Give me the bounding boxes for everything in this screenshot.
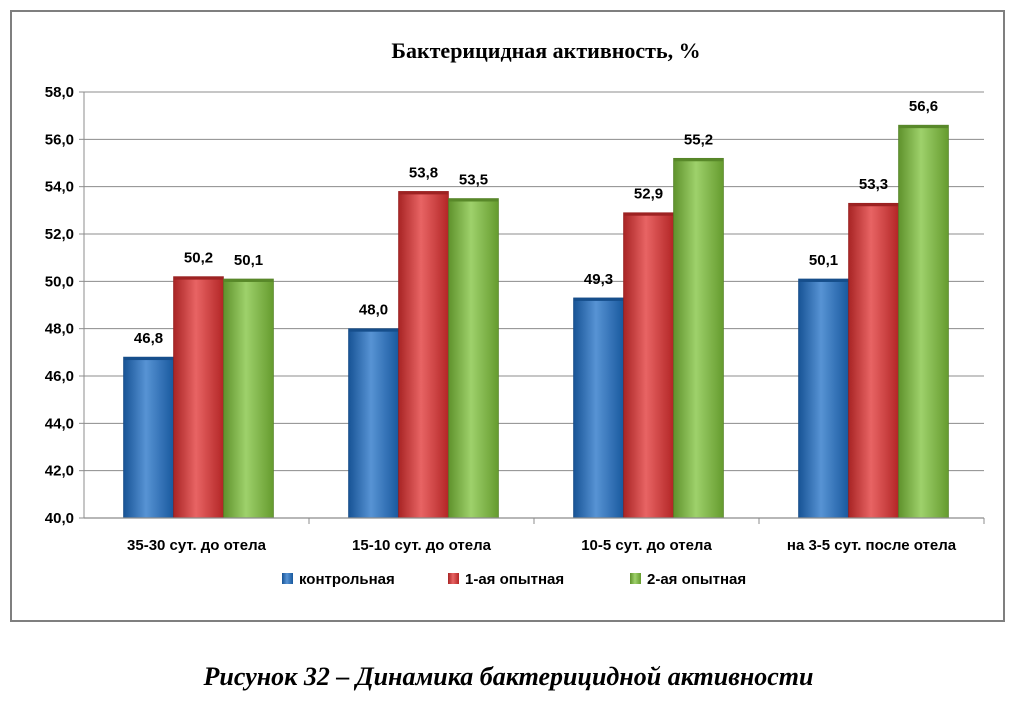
- y-tick-label: 54,0: [45, 179, 74, 196]
- data-label: 46,8: [134, 330, 163, 347]
- data-label: 50,1: [234, 252, 263, 269]
- data-label: 50,2: [184, 250, 213, 267]
- figure-caption: Рисунок 32 – Динамика бактерицидной акти…: [203, 662, 814, 691]
- chart-title: Бактерицидная активность, %: [391, 38, 700, 63]
- data-label: 55,2: [684, 131, 713, 148]
- y-tick-label: 50,0: [45, 273, 74, 290]
- legend-label: 1-ая опытная: [465, 571, 564, 588]
- x-axis-categories: 35-30 сут. до отела 15-10 сут. до отела 10…: [127, 537, 957, 554]
- bar: [848, 202, 899, 519]
- bar: [398, 191, 449, 519]
- y-tick-label: 58,0: [45, 84, 74, 101]
- x-category-label: 10-5 сут. до отела: [581, 537, 712, 554]
- legend-label: контрольная: [299, 571, 395, 588]
- bar: [673, 157, 724, 519]
- data-label: 52,9: [634, 186, 663, 203]
- y-tick-label: 56,0: [45, 131, 74, 148]
- bar: [798, 278, 849, 519]
- data-labels: 46,8 50,2 50,1 48,0 53,8 53,5 49,3 52,9 55,2 50,1…: [134, 98, 938, 347]
- bar: [348, 328, 399, 519]
- y-tick-label: 42,0: [45, 463, 74, 480]
- data-label: 53,8: [409, 164, 438, 181]
- data-label: 53,3: [859, 176, 888, 193]
- y-tick-label: 44,0: [45, 415, 74, 432]
- legend-swatch: [630, 573, 641, 584]
- x-category-label: 35-30 сут. до отела: [127, 537, 267, 554]
- y-tick-label: 46,0: [45, 368, 74, 385]
- y-tick-label: 48,0: [45, 321, 74, 338]
- axes: [83, 92, 985, 524]
- bars: [123, 124, 949, 519]
- data-label: 53,5: [459, 172, 488, 189]
- legend-swatch: [448, 573, 459, 584]
- bar: [573, 297, 624, 519]
- y-axis-ticks: 40,0 42,0 44,0 46,0 48,0 50,0 52,0 54,0 56,0 58,0: [45, 84, 74, 527]
- bar: [623, 212, 674, 519]
- chart-frame: Бактерицидная активность, % 40,0 42,0 44,0…: [10, 10, 1005, 622]
- x-category-label: 15-10 сут. до отела: [352, 537, 492, 554]
- data-label: 56,6: [909, 98, 938, 115]
- data-label: 49,3: [584, 271, 613, 288]
- legend-label: 2-ая опытная: [647, 571, 746, 588]
- bar: [448, 198, 499, 519]
- legend-swatch: [282, 573, 293, 584]
- bar: [173, 276, 224, 519]
- data-label: 50,1: [809, 252, 838, 269]
- legend: контрольная 1-ая опытная 2-ая опытная: [282, 571, 746, 588]
- y-tick-label: 40,0: [45, 510, 74, 527]
- bar: [223, 278, 274, 519]
- y-tick-label: 52,0: [45, 226, 74, 243]
- bar-chart: Бактерицидная активность, % 40,0 42,0 44,0…: [45, 38, 985, 588]
- x-category-label: на 3-5 сут. после отела: [787, 537, 957, 554]
- data-label: 48,0: [359, 302, 388, 319]
- bar: [123, 356, 174, 519]
- bar: [898, 124, 949, 519]
